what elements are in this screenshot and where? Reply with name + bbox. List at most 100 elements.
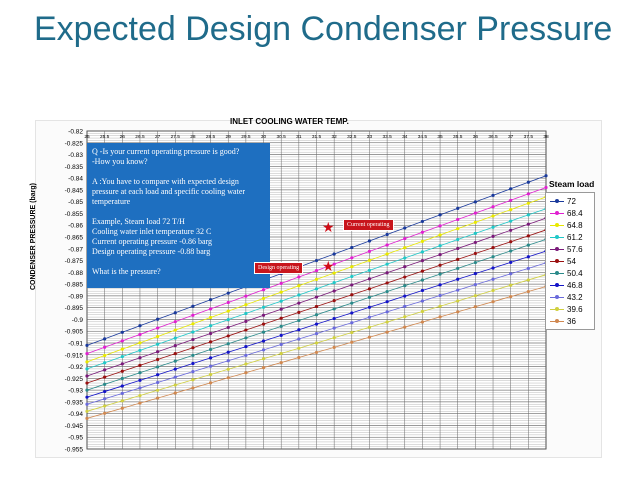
series-point-46.8	[208, 356, 213, 360]
series-point-39.6	[403, 315, 407, 319]
legend-item: 46.8	[550, 281, 583, 292]
series-point-39.6	[491, 288, 495, 293]
x-tick-label: 34	[402, 134, 408, 140]
x-tick-label: 33.5	[382, 134, 392, 140]
series-point-57.6	[173, 344, 177, 348]
legend-swatch	[550, 307, 564, 312]
series-point-68.4	[279, 281, 283, 285]
legend-swatch	[550, 247, 564, 252]
series-point-64.8	[103, 353, 107, 358]
x-tick-label: 38	[543, 134, 549, 140]
series-point-46.8	[261, 339, 266, 343]
series-point-54	[509, 240, 513, 244]
series-point-57.6	[191, 337, 195, 342]
series-point-36	[456, 310, 460, 314]
series-point-43.2	[297, 337, 301, 341]
series-point-54	[350, 293, 354, 297]
series-point-54	[385, 281, 389, 285]
series-point-39.6	[314, 341, 319, 345]
series-point-43.2	[244, 353, 248, 357]
series-point-68.4	[473, 211, 477, 215]
series-point-54	[226, 334, 230, 338]
series-point-43.2	[385, 310, 389, 314]
y-tick-label: -0.95	[68, 435, 83, 442]
series-point-64.8	[403, 246, 407, 250]
legend-label: 36	[567, 317, 576, 326]
info-box-line: Cooling water inlet temperature 32 C	[92, 227, 212, 236]
legend-label: 72	[567, 197, 576, 206]
legend-swatch	[550, 271, 564, 276]
legend-label: 54	[567, 257, 576, 266]
series-point-50.4	[120, 376, 124, 381]
series-point-68.4	[85, 352, 89, 356]
series-point-61.2	[314, 287, 319, 291]
series-point-57.6	[332, 289, 336, 293]
series-point-43.2	[226, 359, 230, 363]
legend-swatch	[550, 259, 564, 264]
series-point-43.2	[85, 402, 89, 406]
series-point-57.6	[367, 277, 372, 281]
series-point-61.2	[191, 330, 195, 334]
series-point-68.4	[314, 268, 319, 273]
x-tick-label: 28	[190, 134, 196, 140]
series-point-54	[420, 269, 425, 273]
series-point-61.2	[261, 305, 266, 309]
series-point-61.2	[332, 281, 336, 285]
series-point-36	[332, 345, 336, 349]
series-point-46.8	[385, 300, 389, 304]
x-tick-label: 30	[261, 134, 267, 140]
series-point-46.8	[297, 328, 301, 332]
series-point-68.4	[226, 300, 230, 305]
series-point-72	[385, 232, 389, 237]
series-point-54	[297, 310, 301, 314]
legend-label: 64.8	[567, 221, 583, 230]
series-point-54	[456, 257, 460, 261]
series-point-54	[191, 346, 195, 350]
y-tick-label: -0.945	[65, 423, 84, 430]
series-point-36	[438, 315, 442, 319]
series-point-54	[491, 246, 495, 250]
series-point-43.2	[138, 386, 142, 390]
series-point-64.8	[208, 315, 213, 320]
series-point-36	[385, 330, 389, 334]
y-tick-label: -0.845	[65, 187, 84, 194]
series-point-54	[173, 352, 177, 356]
series-point-54	[244, 328, 248, 332]
info-box-line: -How you know?	[92, 157, 148, 166]
series-point-39.6	[367, 325, 372, 329]
series-point-39.6	[244, 362, 248, 366]
series-point-61.2	[297, 293, 301, 297]
y-tick-label: -0.85	[68, 199, 83, 206]
x-tick-label: 26	[120, 134, 126, 140]
y-tick-label: -0.865	[65, 235, 84, 242]
series-point-50.4	[85, 388, 89, 392]
series-point-64.8	[367, 258, 372, 262]
x-tick-label: 27	[155, 134, 161, 140]
series-point-57.6	[385, 271, 389, 275]
series-point-43.2	[509, 272, 513, 276]
series-point-72	[103, 337, 107, 341]
series-point-64.8	[191, 322, 195, 326]
series-point-46.8	[438, 283, 442, 287]
series-point-68.4	[350, 256, 354, 260]
series-point-36	[314, 350, 319, 355]
series-point-54	[279, 316, 283, 320]
series-point-54	[526, 234, 530, 238]
x-tick-label: 34.5	[418, 134, 428, 140]
x-tick-label: 33	[367, 134, 373, 140]
series-point-72	[544, 174, 548, 178]
series-point-64.8	[332, 271, 336, 275]
series-point-36	[85, 416, 89, 420]
series-point-39.6	[261, 357, 266, 361]
series-point-68.4	[138, 332, 142, 337]
series-point-68.4	[509, 198, 513, 202]
series-point-39.6	[173, 383, 177, 387]
series-point-64.8	[473, 220, 477, 224]
series-point-57.6	[226, 325, 230, 330]
y-tick-label: -0.855	[65, 211, 84, 218]
design-operating-tag: Design operating	[254, 262, 304, 274]
series-point-36	[244, 371, 248, 375]
series-point-61.2	[226, 318, 230, 322]
series-point-72	[120, 330, 124, 334]
legend-label: 39.6	[567, 305, 583, 314]
